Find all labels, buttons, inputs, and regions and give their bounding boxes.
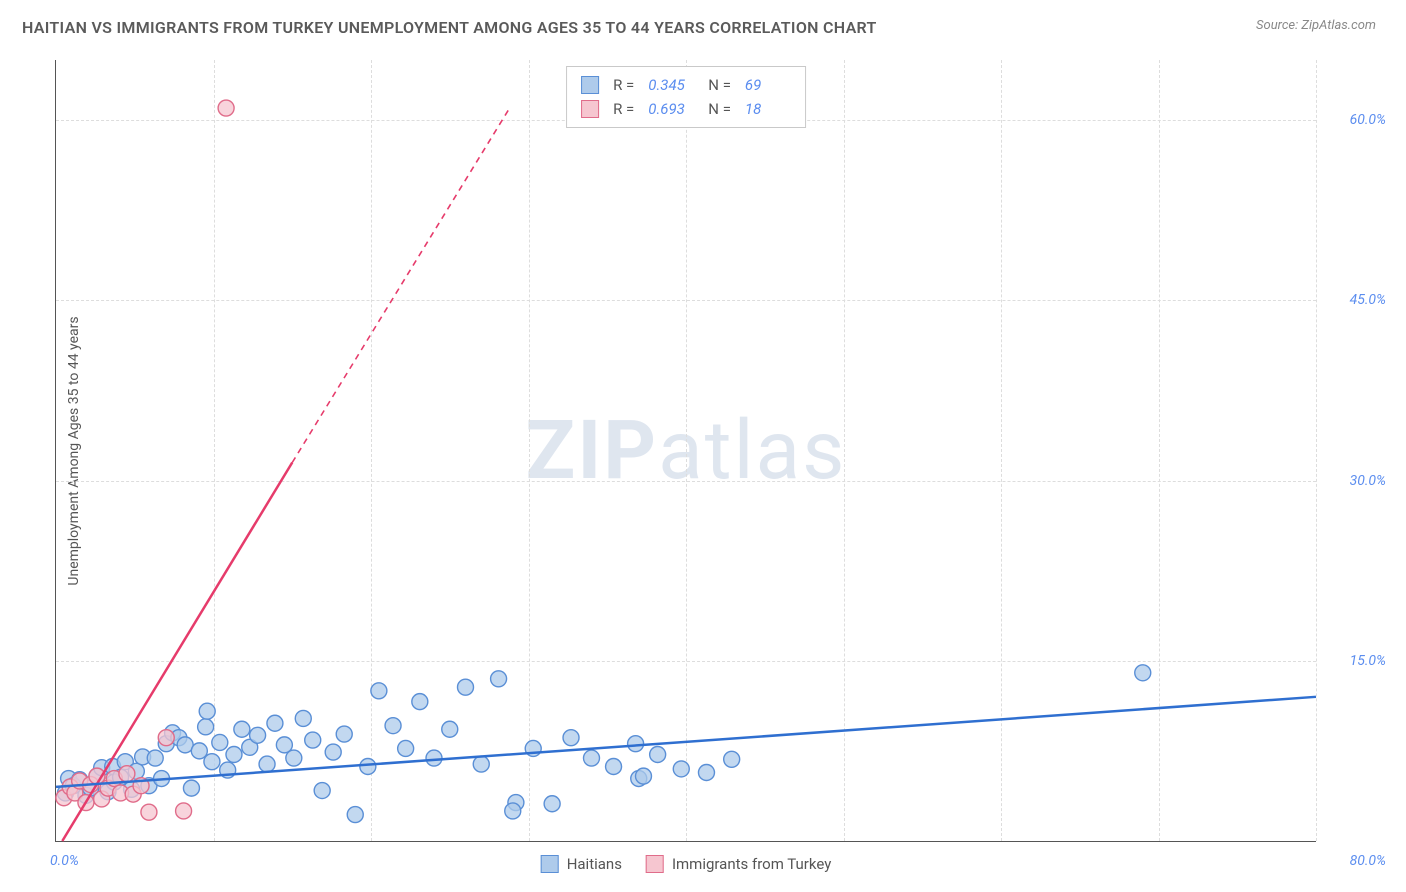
x-tick-origin: 0.0%: [50, 853, 79, 869]
r-value-haitians: 0.345: [648, 76, 694, 94]
x-tick-max: 80.0%: [1350, 853, 1386, 869]
swatch-haitians: [541, 855, 559, 873]
r-label: R =: [613, 76, 634, 94]
r-value-turkey: 0.693: [648, 100, 694, 118]
chart-title: HAITIAN VS IMMIGRANTS FROM TURKEY UNEMPL…: [22, 18, 1384, 37]
y-tick-label: 30.0%: [1326, 473, 1386, 489]
n-value-haitians: 69: [745, 76, 791, 94]
y-tick-label: 60.0%: [1326, 112, 1386, 128]
legend-row-haitians: R = 0.345 N = 69: [581, 73, 791, 97]
legend-label-haitians: Haitians: [567, 855, 622, 873]
swatch-turkey: [581, 100, 599, 118]
legend-item-turkey: Immigrants from Turkey: [646, 855, 831, 873]
r-label: R =: [613, 100, 634, 118]
scatter-plot: [56, 60, 1316, 841]
correlation-legend: R = 0.345 N = 69 R = 0.693 N = 18: [566, 66, 806, 128]
swatch-haitians: [581, 76, 599, 94]
n-label: N =: [708, 100, 731, 118]
swatch-turkey: [646, 855, 664, 873]
n-value-turkey: 18: [745, 100, 791, 118]
legend-row-turkey: R = 0.693 N = 18: [581, 97, 791, 121]
legend-label-turkey: Immigrants from Turkey: [672, 855, 831, 873]
legend-item-haitians: Haitians: [541, 855, 622, 873]
n-label: N =: [708, 76, 731, 94]
y-tick-label: 45.0%: [1326, 292, 1386, 308]
source-credit: Source: ZipAtlas.com: [1256, 18, 1376, 33]
chart-area: Unemployment Among Ages 35 to 44 years Z…: [55, 60, 1316, 842]
y-tick-label: 15.0%: [1326, 653, 1386, 669]
series-legend: Haitians Immigrants from Turkey: [541, 855, 832, 873]
